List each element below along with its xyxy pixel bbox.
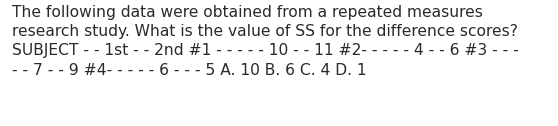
Text: The following data were obtained from a repeated measures
research study. What i: The following data were obtained from a … bbox=[12, 5, 519, 78]
